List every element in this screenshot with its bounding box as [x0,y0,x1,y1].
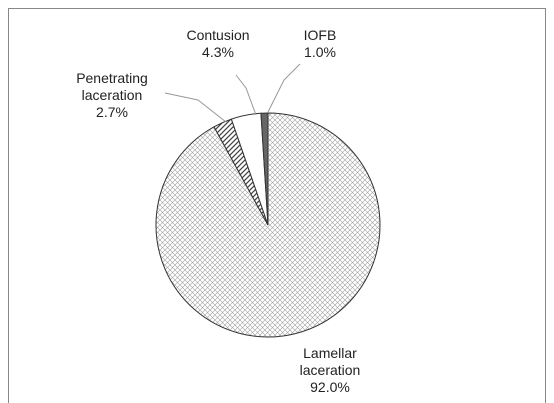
leader-line [164,92,227,123]
slice-label: Penetrating laceration 2.7% [67,70,157,121]
category-label: IOFB [303,27,337,43]
slice-label: IOFB 1.0% [290,27,350,61]
slice-label: Lamellar laceration 92.0% [290,345,370,396]
category-label: Lamellar laceration [299,345,361,378]
leader-line [267,63,301,113]
pie [155,112,381,338]
value-label: 92.0% [310,379,350,395]
value-label: 2.7% [96,104,128,120]
category-label: Contusion [186,27,250,43]
value-label: 1.0% [304,44,336,60]
leader-lines [164,63,301,123]
category-label: Penetrating laceration [76,70,148,103]
value-label: 4.3% [202,44,234,60]
frame [8,8,546,403]
slice-label: Contusion 4.3% [173,27,263,61]
pie-slice [260,112,269,226]
leader-line [235,74,257,116]
